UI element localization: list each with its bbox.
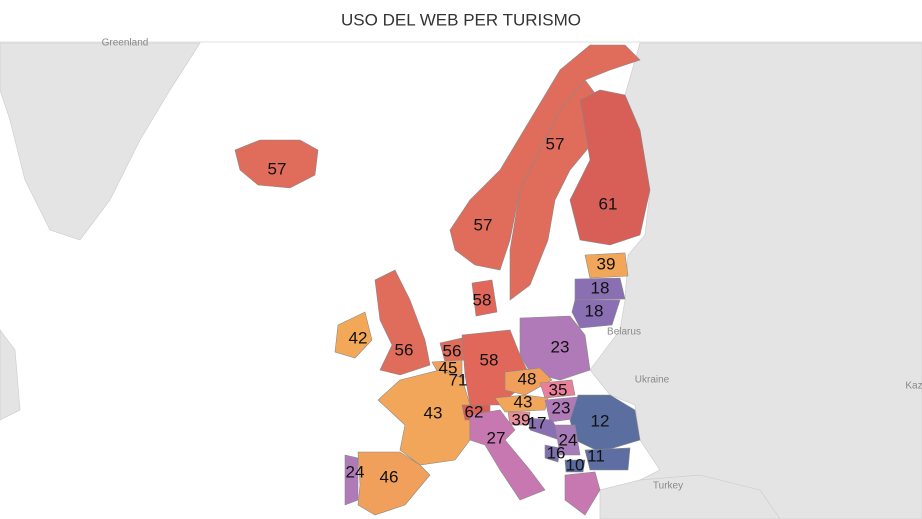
region (234, 139, 319, 189)
region (584, 447, 631, 471)
region (571, 299, 621, 329)
region (574, 277, 626, 301)
region-value: 24 (346, 462, 365, 481)
region-value: 43 (514, 392, 533, 411)
region-value: 17 (528, 413, 547, 432)
region-value: 57 (268, 159, 287, 178)
region-value: 57 (474, 215, 493, 234)
region-value: 24 (559, 430, 578, 449)
region (469, 409, 546, 501)
base-land (0, 42, 922, 519)
region-value: 23 (551, 337, 570, 356)
land (0, 329, 21, 421)
turkey-land (599, 474, 781, 519)
region (544, 444, 561, 463)
labels: Greenland Belarus Ukraine Turkey Kaz 57 57 57 61… (102, 38, 922, 492)
region-value: 12 (591, 411, 610, 430)
region (374, 269, 431, 376)
region (569, 394, 641, 453)
region-value: 18 (585, 301, 604, 320)
region (471, 279, 498, 317)
greenland-land (0, 42, 201, 241)
region (449, 44, 641, 271)
region-value: 23 (552, 398, 571, 417)
title: USO DEL WEB PER TURISMO (341, 10, 581, 29)
region (554, 424, 581, 456)
region-value: 48 (518, 369, 537, 388)
region-value: 62 (465, 402, 484, 421)
region-value: 56 (395, 340, 414, 359)
region (569, 89, 651, 246)
place-label: Turkey (653, 481, 683, 492)
place-label: Ukraine (635, 375, 670, 386)
region-value: 56 (443, 341, 462, 360)
region (527, 417, 566, 443)
region (377, 369, 471, 466)
region-value: 16 (547, 443, 566, 462)
regions (234, 44, 651, 516)
region (504, 367, 553, 396)
region-value: 27 (487, 428, 506, 447)
region-value: 42 (349, 328, 368, 347)
region-value: 57 (546, 134, 565, 153)
unlabeled-region (564, 471, 601, 516)
region (539, 379, 576, 399)
region-value: 11 (587, 446, 605, 465)
place-label: Belarus (607, 327, 641, 338)
region-value: 39 (512, 410, 531, 429)
region-value: 35 (549, 380, 568, 399)
region (519, 315, 591, 381)
region (507, 411, 531, 426)
region-value: 71 (449, 370, 468, 389)
region (564, 459, 586, 473)
place-label: Greenland (102, 38, 149, 49)
region-value: 46 (380, 467, 399, 486)
region-value: 10 (566, 455, 585, 474)
place-label: Kaz (905, 381, 922, 392)
region-value: 58 (480, 350, 499, 369)
region-value: 58 (473, 290, 492, 309)
region-value: 39 (597, 254, 616, 273)
region (344, 454, 359, 506)
region-value: 43 (424, 403, 443, 422)
region (584, 252, 629, 279)
region-value: 18 (591, 278, 610, 297)
region-value: 45 (439, 358, 458, 377)
region (357, 451, 431, 516)
region (334, 311, 373, 359)
region-value: 61 (599, 194, 618, 213)
